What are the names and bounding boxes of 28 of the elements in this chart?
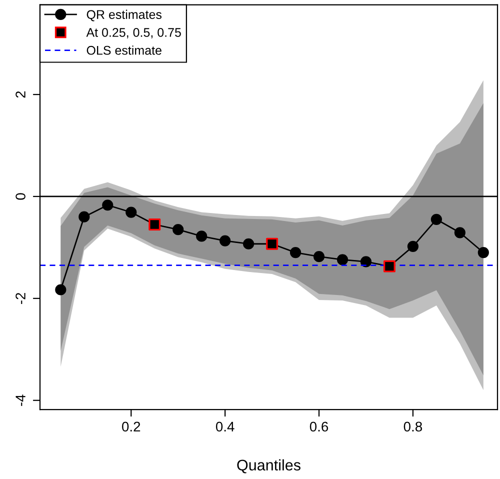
point [78, 211, 90, 222]
point [407, 240, 419, 252]
y-tick-label: 0 [16, 193, 26, 200]
point [196, 230, 208, 242]
x-axis-title: Quantiles [237, 459, 300, 474]
point [430, 214, 442, 225]
point [336, 254, 348, 266]
point [242, 238, 254, 250]
x-tick-label: 0.4 [216, 422, 234, 432]
point [126, 206, 137, 218]
x-tick-label: 0.6 [310, 422, 328, 432]
point [55, 284, 66, 296]
point [220, 235, 231, 246]
point [172, 224, 184, 236]
point [102, 200, 114, 211]
point [454, 227, 466, 238]
y-tick-label: -2 [16, 292, 26, 304]
y-tick-label: -4 [16, 394, 26, 406]
legend-label: At 0.25, 0.5, 0.75 [86, 28, 181, 38]
x-tick-label: 0.2 [122, 422, 140, 432]
x-tick-label: 0.8 [404, 422, 422, 432]
legend-label: OLS estimate [86, 46, 162, 55]
point [290, 246, 302, 258]
point [478, 246, 489, 258]
point [360, 256, 372, 268]
y-tick-label: 2 [16, 91, 26, 98]
legend-label: QR estimates [86, 10, 162, 22]
point [313, 251, 325, 262]
